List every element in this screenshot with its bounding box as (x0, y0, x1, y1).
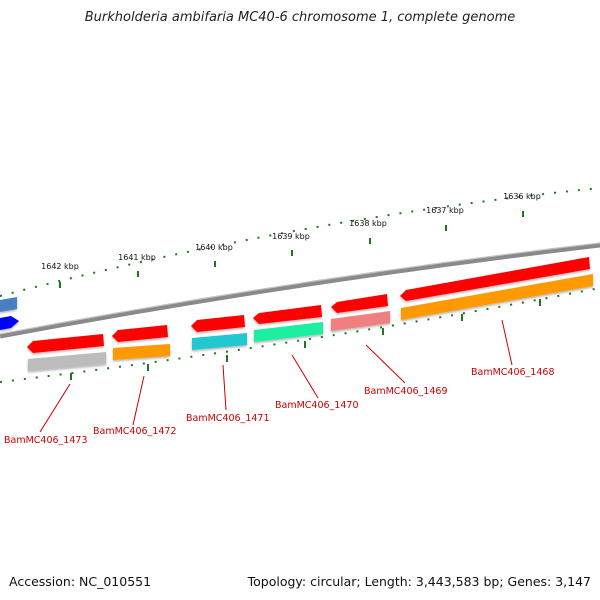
gene-label[interactable]: BamMC406_1468 (471, 367, 554, 378)
cds-arrow[interactable] (331, 294, 388, 313)
scale-label: 1640 kbp (195, 243, 233, 252)
gene-label[interactable]: BamMC406_1471 (186, 413, 269, 424)
scale-label: 1639 kbp (272, 232, 310, 241)
feature-bar[interactable] (401, 274, 593, 320)
leader-line (365, 344, 406, 384)
scale-label: 1637 kbp (426, 206, 464, 215)
cds-track (27, 257, 590, 353)
scale-label: 1642 kbp (41, 262, 79, 271)
gene-label[interactable]: BamMC406_1469 (364, 386, 447, 397)
map-title: Burkholderia ambifaria MC40-6 chromosome… (84, 10, 516, 25)
genome-summary-text: Topology: circular; Length: 3,443,583 bp… (247, 574, 591, 589)
genome-backbone-highlight (0, 242, 600, 335)
cds-arrow[interactable] (112, 325, 168, 342)
scale-ring: 1642 kbp 1641 kbp 1640 kbp 1639 kbp 1638… (0, 187, 600, 297)
feature-bar[interactable] (192, 333, 247, 350)
leader-line (291, 354, 319, 399)
feature-bar[interactable] (28, 352, 106, 371)
edge-feature (0, 297, 17, 312)
inner-scale-ring (0, 287, 600, 383)
feature-bar[interactable] (113, 344, 170, 360)
cds-arrow[interactable] (253, 305, 322, 324)
cds-arrow[interactable] (400, 257, 590, 301)
gene-label[interactable]: BamMC406_1470 (275, 400, 358, 411)
gene-label[interactable]: BamMC406_1473 (4, 435, 87, 446)
leader-line (132, 375, 145, 426)
leader-line (222, 364, 227, 411)
accession-text: Accession: NC_010551 (9, 574, 152, 589)
left-edge-features (0, 297, 19, 330)
feature-track (28, 274, 593, 371)
feature-bar[interactable] (254, 322, 323, 342)
scale-label: 1638 kbp (349, 219, 387, 228)
leader-line (501, 319, 513, 366)
cds-arrow[interactable] (27, 334, 104, 353)
leader-line (39, 383, 71, 433)
feature-bar[interactable] (331, 311, 390, 331)
label-leaders (39, 319, 513, 433)
scale-label: 1641 kbp (118, 253, 156, 262)
edge-feature (0, 316, 19, 330)
gene-label[interactable]: BamMC406_1472 (93, 426, 176, 437)
genome-backbone (0, 242, 600, 339)
scale-label: 1636 kbp (503, 192, 541, 201)
cds-arrow[interactable] (191, 315, 245, 332)
